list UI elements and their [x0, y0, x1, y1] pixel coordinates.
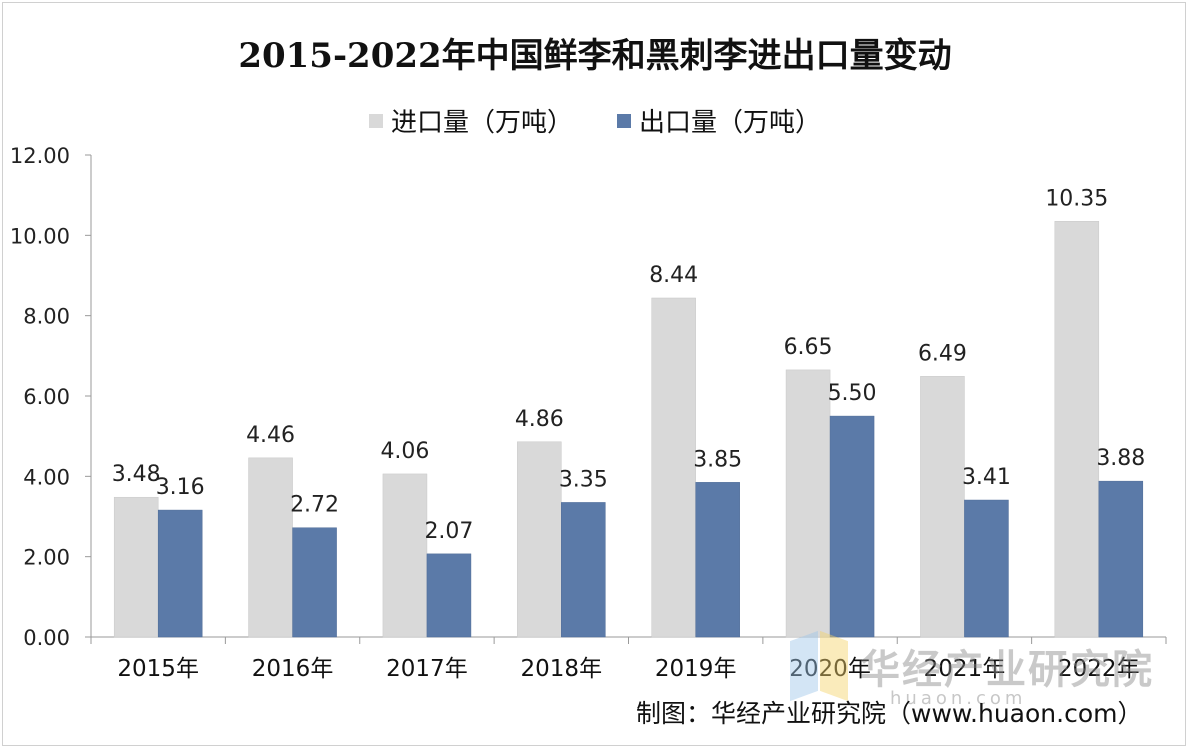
y-tick-label: 6.00 [23, 385, 70, 409]
y-tick-label: 8.00 [23, 305, 70, 329]
data-label-export: 3.16 [156, 475, 205, 500]
y-tick-label: 4.00 [23, 465, 70, 489]
data-label-import: 4.46 [246, 423, 295, 448]
data-label-import: 6.65 [784, 335, 833, 360]
data-label-import: 4.86 [515, 407, 564, 432]
legend-item-export: 出口量（万吨） [617, 102, 821, 139]
x-category-label: 2018年 [521, 656, 603, 682]
bar-import [651, 297, 696, 638]
watermark: 华经产业研究院 [790, 630, 1154, 702]
bar-export [157, 509, 203, 638]
bar-export [426, 553, 472, 638]
x-category-label: 2019年 [655, 656, 737, 682]
data-label-import: 4.06 [380, 439, 429, 464]
data-label-export: 3.85 [693, 447, 742, 472]
bar-import [248, 457, 293, 638]
watermark-sub: huaon.com [890, 688, 1027, 709]
bar-import [920, 376, 965, 638]
bar-import [785, 369, 831, 638]
legend-swatch-export [617, 113, 631, 128]
y-tick-label: 12.00 [10, 144, 70, 168]
data-label-export: 3.35 [559, 467, 608, 492]
bar-export [964, 499, 1009, 638]
watermark-logo [790, 630, 850, 702]
x-category-label: 2016年 [252, 656, 334, 682]
y-tick-label: 0.00 [23, 626, 70, 650]
source-note: 制图：华经产业研究院（www.huaon.com） [636, 699, 1143, 728]
data-label-import: 10.35 [1045, 186, 1108, 211]
y-tick-label: 10.00 [10, 224, 70, 248]
bar-export [561, 502, 606, 638]
x-category-label: 2022年 [1058, 656, 1140, 682]
bar-export [1098, 480, 1144, 638]
legend-label-import: 进口量（万吨） [390, 108, 573, 138]
data-label-export: 3.88 [1096, 446, 1145, 471]
data-label-export: 2.72 [290, 493, 339, 518]
bar-import [1054, 221, 1100, 638]
data-label-export: 3.41 [962, 465, 1011, 490]
bar-import [113, 496, 159, 638]
data-label-export: 5.50 [828, 381, 877, 406]
legend-swatch-import [368, 113, 383, 128]
x-category-label: 2015年 [117, 656, 199, 682]
legend-item-import: 进口量（万吨） [368, 102, 573, 139]
x-category-label: 2017年 [386, 656, 468, 682]
bar-export [292, 527, 337, 638]
bar-import [382, 473, 428, 638]
bar-export [695, 482, 740, 638]
data-label-export: 2.07 [424, 519, 473, 544]
bar-import [517, 441, 562, 638]
data-label-import: 3.48 [112, 462, 161, 487]
y-tick-label: 2.00 [23, 546, 70, 570]
chart-legend: 进口量（万吨） 出口量（万吨） [0, 102, 1190, 139]
data-label-import: 6.49 [918, 341, 967, 366]
chart-title: 2015-2022年中国鲜李和黑刺李进出口量变动 [238, 36, 952, 76]
bar-export [829, 415, 875, 638]
legend-label-export: 出口量（万吨） [639, 108, 822, 138]
watermark-text: 华经产业研究院 [860, 647, 1154, 693]
x-category-label: 2021年 [924, 656, 1006, 682]
x-category-label: 2020年 [789, 656, 871, 682]
data-label-import: 8.44 [649, 263, 698, 288]
